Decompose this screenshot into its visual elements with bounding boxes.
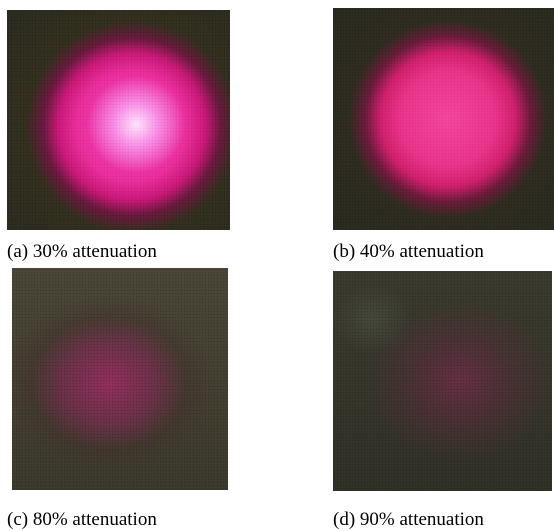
caption-a: (a) 30% attenuation: [7, 241, 157, 262]
laser-spot-photo-40: [333, 8, 554, 230]
laser-spot-photo-30: [7, 10, 230, 230]
caption-d: (d) 90% attenuation: [333, 509, 484, 530]
caption-b: (b) 40% attenuation: [333, 241, 484, 262]
laser-spot-photo-90: [333, 271, 552, 491]
laser-spot-photo-80: [12, 268, 228, 490]
caption-c: (c) 80% attenuation: [7, 509, 157, 530]
